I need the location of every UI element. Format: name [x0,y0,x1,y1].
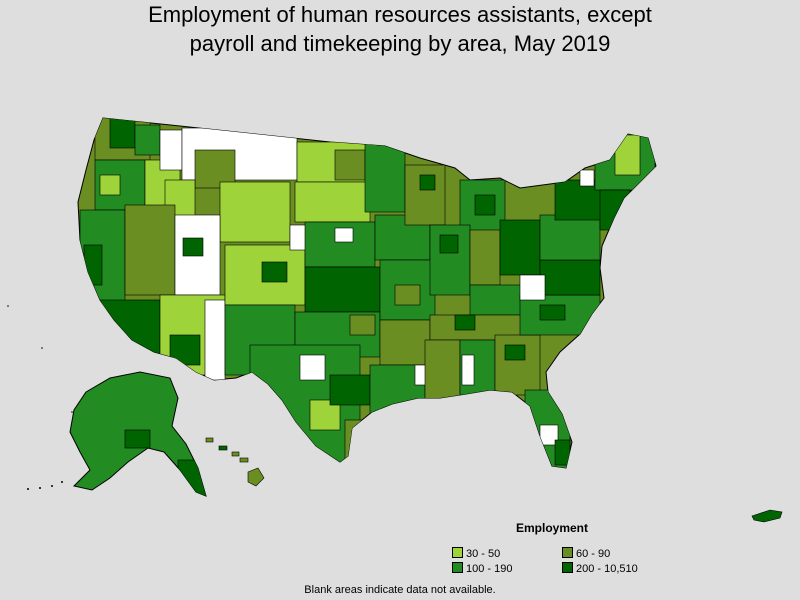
map-title: Employment of human resources assistants… [0,0,800,58]
title-line-2: payroll and timekeeping by area, May 201… [189,31,611,56]
aleutian-islands [27,481,63,490]
legend-item-3: 100 - 190 [452,562,512,576]
legend-item-1: 30 - 50 [452,547,500,561]
legend-item-2: 60 - 90 [562,547,610,561]
legend-label-3: 100 - 190 [466,563,513,575]
legend-swatch-2 [562,547,573,558]
legend-label-4: 200 - 10,510 [576,563,638,575]
conus-regions [79,118,656,468]
legend-label-1: 30 - 50 [466,548,501,560]
legend-swatch-3 [452,562,463,573]
legend-item-4: 200 - 10,510 [562,562,638,576]
legend-label-2: 60 - 90 [576,548,611,560]
legend-swatch-1 [452,547,463,558]
title-line-1: Employment of human resources assistants… [148,2,652,27]
puerto-rico [751,509,783,523]
legend-title: Employment [516,521,589,535]
legend-swatch-4 [562,562,573,573]
legend: Employment 30 - 50 60 - 90 100 - 190 200… [448,520,688,580]
hawaii-islands [205,437,265,487]
footnote: Blank areas indicate data not available. [304,584,496,596]
